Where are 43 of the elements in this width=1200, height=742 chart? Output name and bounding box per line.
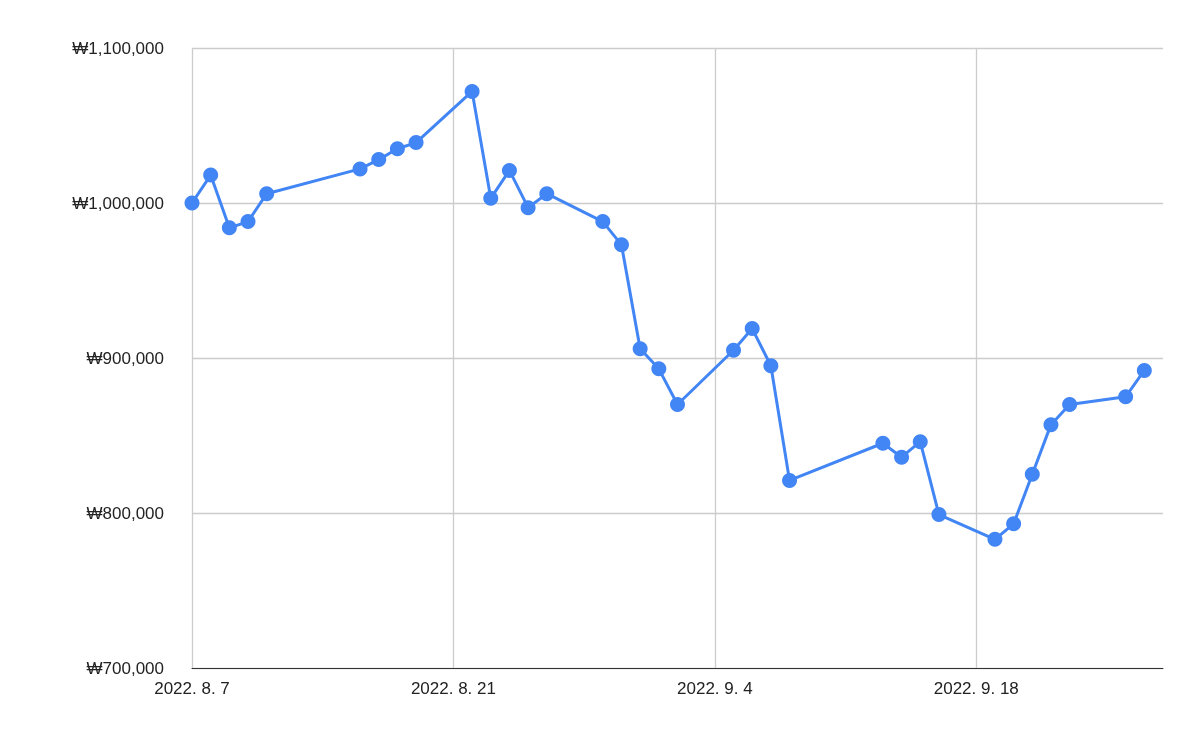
point — [987, 531, 1003, 547]
point — [670, 397, 685, 412]
x-tick-label: 2022. 9. 18 — [933, 679, 1019, 698]
point — [1024, 466, 1040, 482]
point — [875, 435, 891, 451]
y-tick-label: ₩800,000 — [86, 503, 164, 523]
point — [912, 434, 928, 450]
point — [931, 507, 947, 523]
point — [389, 141, 405, 157]
point — [632, 341, 648, 357]
point — [352, 161, 368, 177]
point — [595, 214, 611, 230]
x-tick-label: 2022. 8. 21 — [410, 679, 496, 698]
point — [483, 190, 499, 206]
point — [520, 200, 536, 216]
x-tick-label: 2022. 8. 7 — [154, 679, 230, 698]
point — [1043, 417, 1059, 433]
point — [651, 361, 667, 377]
point — [763, 358, 779, 374]
y-tick-label: ₩700,000 — [86, 658, 164, 678]
point — [371, 152, 387, 168]
point — [894, 449, 910, 465]
point — [1006, 516, 1022, 532]
point — [782, 472, 798, 488]
point — [539, 186, 555, 202]
point — [1136, 362, 1152, 378]
x-tick-label: 2022. 9. 4 — [677, 679, 753, 698]
point — [501, 162, 517, 178]
point — [744, 321, 760, 337]
y-tick-label: ₩900,000 — [86, 348, 164, 368]
y-tick-label: ₩1,100,000 — [72, 38, 164, 58]
point — [184, 195, 200, 211]
point — [221, 220, 237, 236]
point — [726, 342, 742, 358]
point — [464, 83, 480, 99]
y-tick-label: ₩1,000,000 — [72, 193, 164, 213]
point — [240, 214, 256, 230]
point — [259, 186, 275, 202]
point — [203, 167, 219, 183]
point — [408, 135, 424, 151]
point — [1062, 397, 1078, 412]
point — [614, 237, 629, 253]
point — [1118, 389, 1134, 405]
